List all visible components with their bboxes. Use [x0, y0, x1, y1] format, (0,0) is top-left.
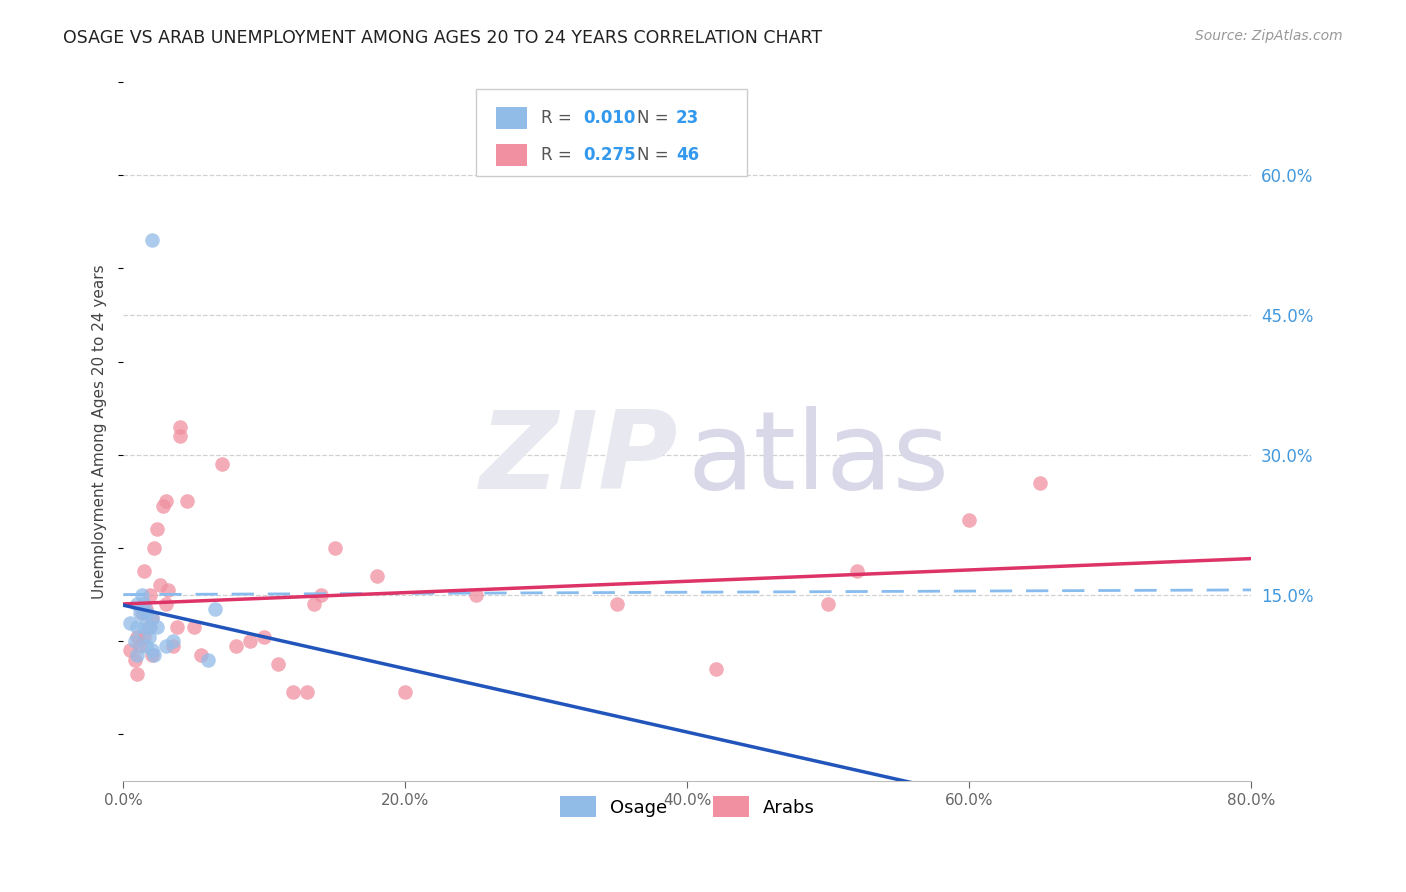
Point: [157, 582, 180, 597]
Point: [197, 653, 219, 667]
Point: [124, 634, 146, 648]
Text: N =: N =: [637, 146, 673, 164]
Point: [146, 620, 169, 634]
Point: [309, 588, 332, 602]
Text: R =: R =: [541, 109, 576, 128]
Text: ZIP: ZIP: [479, 407, 678, 512]
Point: [129, 606, 152, 620]
Point: [127, 597, 149, 611]
Point: [704, 662, 727, 676]
Point: [127, 630, 149, 644]
Point: [131, 606, 153, 620]
Point: [134, 630, 156, 644]
Point: [141, 611, 163, 625]
Text: R =: R =: [541, 146, 576, 164]
Point: [239, 634, 262, 648]
Point: [394, 685, 416, 699]
Point: [141, 611, 163, 625]
Point: [464, 588, 486, 602]
Point: [225, 639, 247, 653]
Point: [253, 630, 276, 644]
Point: [132, 606, 155, 620]
Y-axis label: Unemployment Among Ages 20 to 24 years: Unemployment Among Ages 20 to 24 years: [93, 264, 107, 599]
Point: [127, 620, 149, 634]
Point: [155, 639, 177, 653]
Point: [183, 620, 205, 634]
Text: N =: N =: [637, 109, 673, 128]
Point: [136, 606, 159, 620]
Point: [134, 620, 156, 634]
Point: [134, 597, 156, 611]
Bar: [495, 107, 527, 129]
Point: [139, 588, 162, 602]
Point: [606, 597, 628, 611]
Point: [124, 653, 146, 667]
Text: atlas: atlas: [688, 407, 949, 512]
Point: [845, 564, 868, 578]
Point: [141, 648, 163, 662]
Point: [139, 620, 162, 634]
Point: [138, 620, 160, 634]
Point: [129, 639, 152, 653]
Point: [302, 597, 325, 611]
Point: [120, 643, 142, 657]
Point: [138, 630, 160, 644]
Text: Source: ZipAtlas.com: Source: ZipAtlas.com: [1195, 29, 1343, 43]
Point: [366, 569, 388, 583]
Point: [1029, 475, 1052, 490]
Point: [143, 648, 166, 662]
Point: [162, 639, 184, 653]
Text: 0.010: 0.010: [583, 109, 636, 128]
Point: [141, 233, 163, 247]
Point: [149, 578, 172, 592]
Point: [143, 541, 166, 555]
Point: [323, 541, 346, 555]
Point: [127, 666, 149, 681]
Point: [120, 615, 142, 630]
Point: [204, 601, 226, 615]
Text: OSAGE VS ARAB UNEMPLOYMENT AMONG AGES 20 TO 24 YEARS CORRELATION CHART: OSAGE VS ARAB UNEMPLOYMENT AMONG AGES 20…: [63, 29, 823, 46]
Legend: Osage, Arabs: Osage, Arabs: [553, 789, 823, 824]
Point: [957, 513, 980, 527]
Point: [295, 685, 318, 699]
Point: [162, 634, 184, 648]
Text: 46: 46: [676, 146, 699, 164]
Point: [176, 494, 198, 508]
Text: 0.275: 0.275: [583, 146, 636, 164]
Point: [155, 494, 177, 508]
Point: [817, 597, 839, 611]
Point: [281, 685, 304, 699]
Point: [134, 564, 156, 578]
Point: [267, 657, 290, 672]
FancyBboxPatch shape: [477, 89, 747, 177]
Point: [135, 601, 157, 615]
Point: [152, 499, 174, 513]
Point: [135, 639, 157, 653]
Text: 23: 23: [676, 109, 699, 128]
Point: [190, 648, 212, 662]
Point: [169, 419, 191, 434]
Point: [169, 429, 191, 443]
Point: [211, 457, 233, 471]
Point: [127, 648, 149, 662]
Point: [146, 522, 169, 536]
Point: [166, 620, 188, 634]
Point: [131, 588, 153, 602]
Bar: [495, 144, 527, 166]
Point: [155, 597, 177, 611]
Point: [141, 643, 163, 657]
